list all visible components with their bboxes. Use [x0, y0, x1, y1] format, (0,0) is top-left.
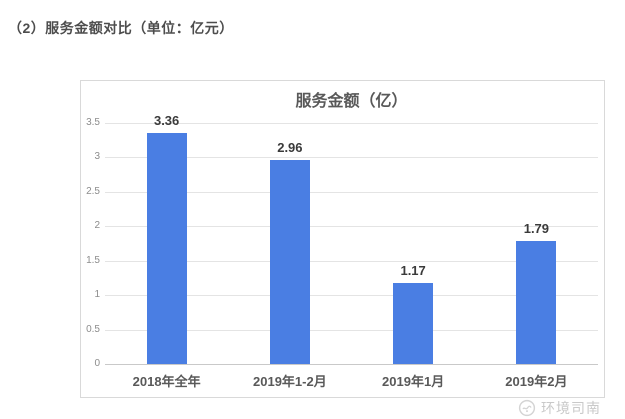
- chart-title: 服务金额（亿）: [295, 93, 408, 110]
- section-heading: （2）服务金额对比（单位：亿元）: [8, 20, 234, 36]
- bar: [516, 240, 557, 364]
- chart-frame: 服务金额（亿） 0 0.5 1 1.5 2 2.5 3 3.5 3.36 2018年全年 2.96 2…: [80, 80, 605, 398]
- y-tick-label: 0.5: [86, 323, 100, 335]
- gridline: [105, 260, 598, 262]
- y-tick-label: 3: [94, 151, 100, 163]
- gridline: [105, 123, 598, 124]
- watermark: 环境司南: [518, 398, 601, 418]
- bar-value-label: 3.36: [153, 112, 180, 128]
- bar: [269, 160, 310, 364]
- gridline: [105, 157, 598, 159]
- y-tick-label: 0: [94, 358, 100, 369]
- y-tick-label: 1: [94, 289, 100, 301]
- bar-value-label: 1.17: [400, 263, 426, 279]
- gridline: [105, 191, 598, 193]
- gridline: [105, 226, 598, 228]
- gridline: [105, 295, 598, 297]
- x-category-label: 2019年2月: [505, 374, 568, 389]
- y-tick-label: 3.5: [86, 117, 100, 128]
- bar-value-label: 2.96: [277, 140, 303, 156]
- x-category-label: 2019年1-2月: [253, 374, 327, 389]
- y-tick-label: 2: [94, 220, 100, 232]
- bar: [393, 283, 434, 364]
- x-category-label: 2019年1月: [382, 374, 445, 389]
- y-tick-label: 1.5: [86, 254, 100, 266]
- bar-value-label: 1.79: [523, 220, 550, 236]
- bar: [146, 132, 187, 364]
- compass-logo-icon: [518, 399, 536, 417]
- x-category-label: 2018年全年: [132, 374, 201, 389]
- y-tick-label: 2.5: [86, 185, 100, 197]
- gridline: [105, 364, 598, 365]
- watermark-label: 环境司南: [541, 400, 601, 416]
- gridline: [105, 329, 598, 331]
